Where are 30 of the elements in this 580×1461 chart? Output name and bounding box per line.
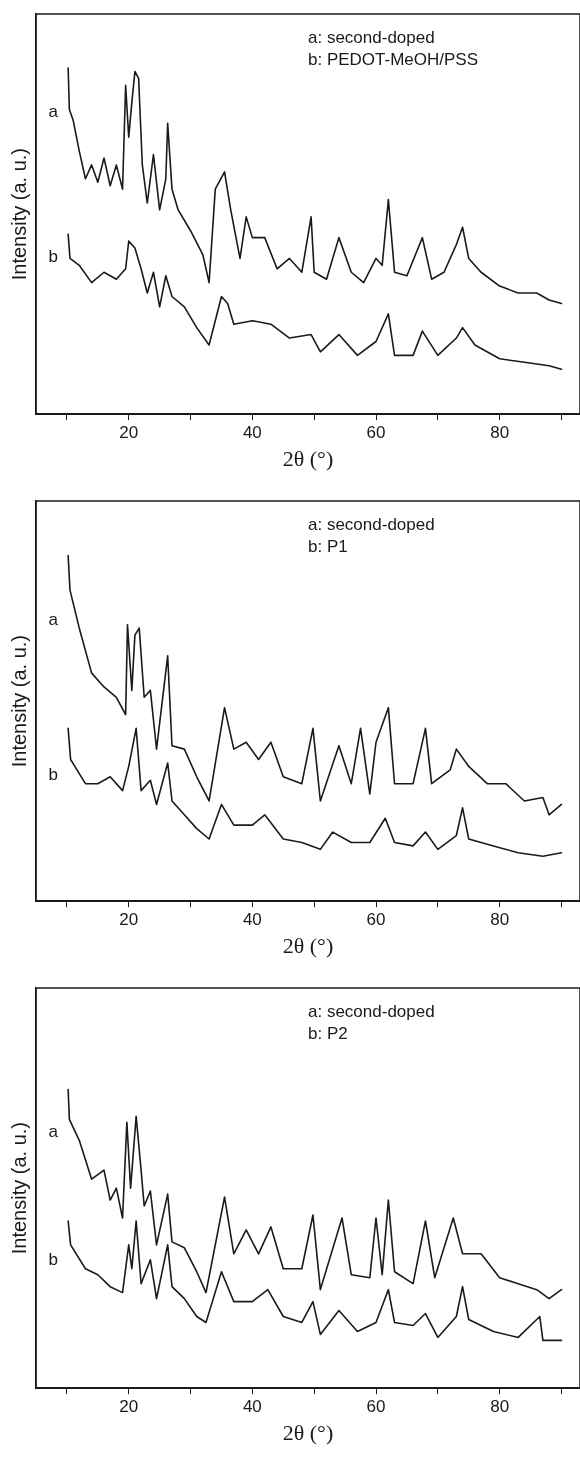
x-tick-label: 60 [366,910,386,930]
y-axis-title: Intensity (a. u.) [7,634,30,768]
x-tick-label: 60 [366,423,386,443]
x-tick-label: 80 [490,1397,510,1417]
x-tick-label: 40 [242,423,262,443]
y-axis-title: Intensity (a. u.) [7,147,30,281]
x-axis-title: 2θ (°) [282,932,334,958]
x-tick-label: 20 [119,910,139,930]
series-label: b [48,1250,58,1270]
y-axis-title: Intensity (a. u.) [7,1121,30,1255]
text: a: second-doped [308,1001,435,1021]
text: a: second-doped [308,27,435,47]
series-label: a [48,101,59,121]
series-label: a [48,1122,59,1141]
series-label: b [48,247,58,267]
x-axis-title: 2θ (°) [282,1419,334,1445]
series-label: b [48,765,58,785]
x-axis-title: 2θ (°) [282,445,334,471]
series-label: a [48,609,59,629]
text: a: second-doped [308,514,435,534]
x-tick-label: 80 [490,910,510,930]
x-tick-label: 20 [119,1397,139,1417]
text: b: P2 [308,1023,348,1043]
x-tick-label: 60 [366,1397,386,1417]
x-tick-label: 20 [119,423,139,443]
annotation: b: P1 [308,536,348,556]
x-tick-label: 80 [490,423,510,443]
annotation: b: PEDOT-MeOH/PSS [308,49,479,69]
x-tick-label: 40 [242,910,262,930]
x-tick-label: 40 [242,1397,262,1417]
